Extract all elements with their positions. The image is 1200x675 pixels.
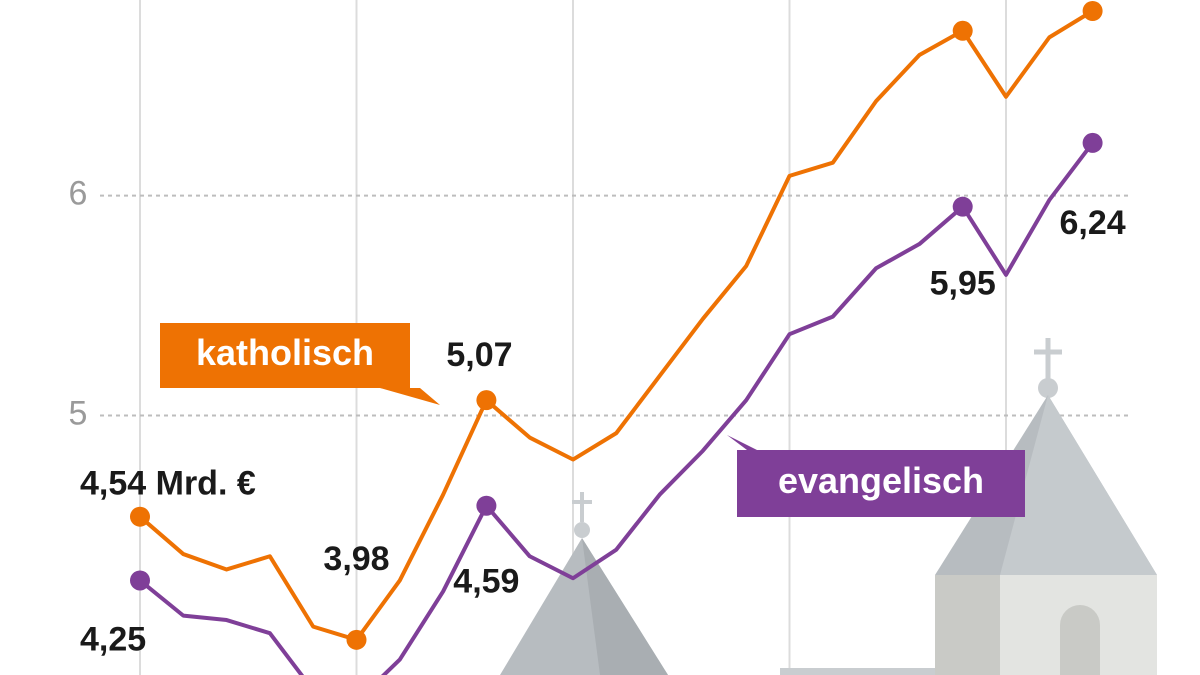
point: [346, 629, 367, 650]
legend-pointer: [380, 388, 440, 405]
series-line: [138, 9, 1094, 642]
value-label: 5,07: [446, 336, 512, 374]
point: [1082, 0, 1103, 21]
series-line: [138, 141, 1095, 675]
value-label: 6,24: [1060, 204, 1126, 242]
marks: 4,54 Mrd. € 3,98 5,07 4,25 4,59 5,95 6,24 katho…: [80, 0, 1126, 675]
legend-label: katholisch: [196, 332, 374, 373]
y-tick-label: 6: [69, 175, 88, 213]
point: [476, 495, 497, 516]
wall: [935, 575, 1000, 675]
door: [1060, 605, 1100, 675]
point: [952, 20, 973, 41]
spire-ball: [1038, 378, 1058, 398]
point: [952, 196, 973, 217]
point: [476, 390, 497, 411]
point: [130, 570, 150, 591]
roof-shade: [582, 538, 668, 675]
church-illustrations: [500, 338, 1157, 675]
grid: 56: [69, 0, 1130, 675]
value-label: 4,59: [453, 563, 519, 601]
point: [1082, 132, 1103, 153]
value-label: 4,25: [80, 620, 146, 658]
value-label: 4,54 Mrd. €: [80, 465, 256, 503]
roof-light: [1000, 395, 1157, 575]
legend-box: [737, 450, 1025, 517]
value-label: 5,95: [930, 265, 996, 303]
spire-ball: [574, 522, 590, 538]
value-label: 3,98: [323, 540, 389, 578]
legend-pointer: [727, 435, 757, 450]
legend-label: evangelisch: [778, 460, 984, 501]
legend-box: [160, 323, 410, 388]
ground: [780, 668, 940, 675]
point: [130, 506, 150, 527]
y-tick-label: 5: [69, 395, 88, 433]
